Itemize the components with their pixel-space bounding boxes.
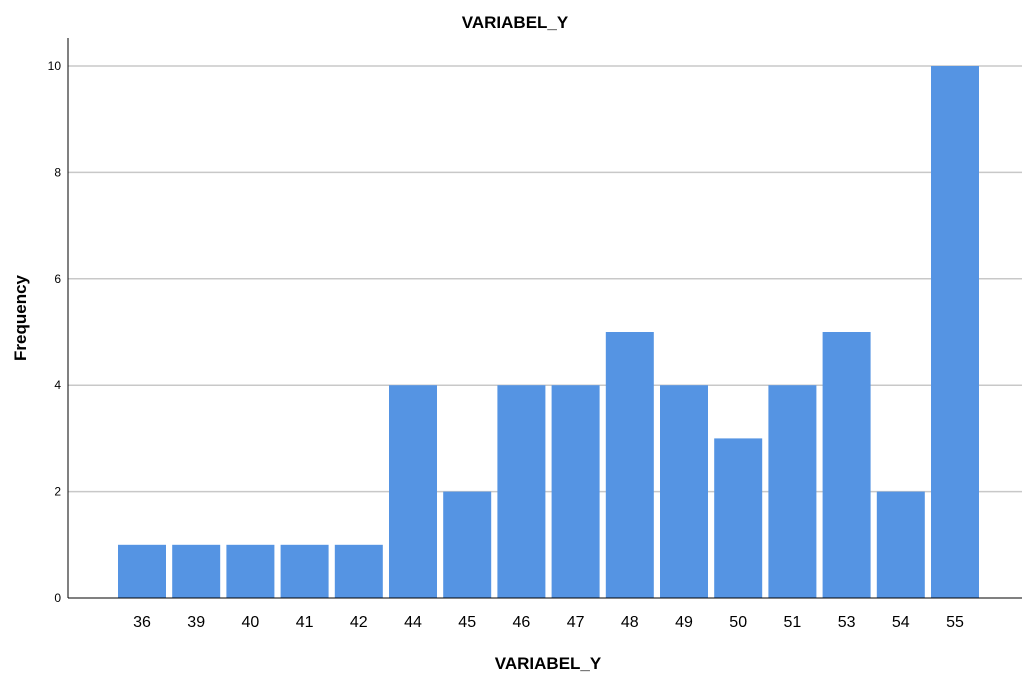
bar-50 [714,438,763,598]
y-tick-label: 10 [48,59,62,73]
bar-47 [551,385,600,598]
y-tick-label: 2 [54,485,61,499]
x-tick-label: 42 [350,614,368,631]
bar-45 [443,491,492,598]
bars [118,66,979,598]
x-tick-label: 51 [784,614,802,631]
x-tick-label: 36 [133,614,151,631]
x-tick-label: 47 [567,614,585,631]
bar-40 [226,544,275,598]
x-tick-label: 55 [946,614,964,631]
x-tick-label: 39 [187,614,205,631]
bar-53 [822,332,871,598]
bar-44 [389,385,437,598]
bar-36 [118,544,166,598]
x-tick-label: 41 [296,614,314,631]
x-tick-label: 46 [513,614,531,631]
y-tick-label: 0 [54,591,61,605]
x-tick-labels: 36 39 40 41 42 44 45 46 47 48 49 50 51 53 54 55 [133,614,964,631]
x-tick-label: 44 [404,614,422,631]
bar-51 [768,385,817,598]
x-tick-label: 48 [621,614,639,631]
bar-49 [660,385,708,598]
chart-title: VARIABEL_Y [462,13,569,32]
bar-42 [334,544,383,598]
y-tick-label: 8 [54,165,61,179]
x-tick-label: 53 [838,614,856,631]
x-tick-label: 40 [242,614,260,631]
bar-41 [280,544,329,598]
x-tick-label: 49 [675,614,693,631]
bar-39 [172,544,221,598]
y-tick-label: 4 [54,378,61,392]
bar-54 [876,491,925,598]
y-tick-labels: 0 2 4 6 8 10 [48,59,62,605]
y-tick-label: 6 [54,272,61,286]
bar-48 [605,332,654,598]
y-axis-label: Frequency [11,274,30,361]
bar-46 [497,385,546,598]
x-tick-label: 54 [892,614,910,631]
x-tick-label: 45 [458,614,476,631]
x-axis-label: VARIABEL_Y [495,654,602,673]
bar-55 [931,66,979,598]
x-tick-label: 50 [729,614,747,631]
